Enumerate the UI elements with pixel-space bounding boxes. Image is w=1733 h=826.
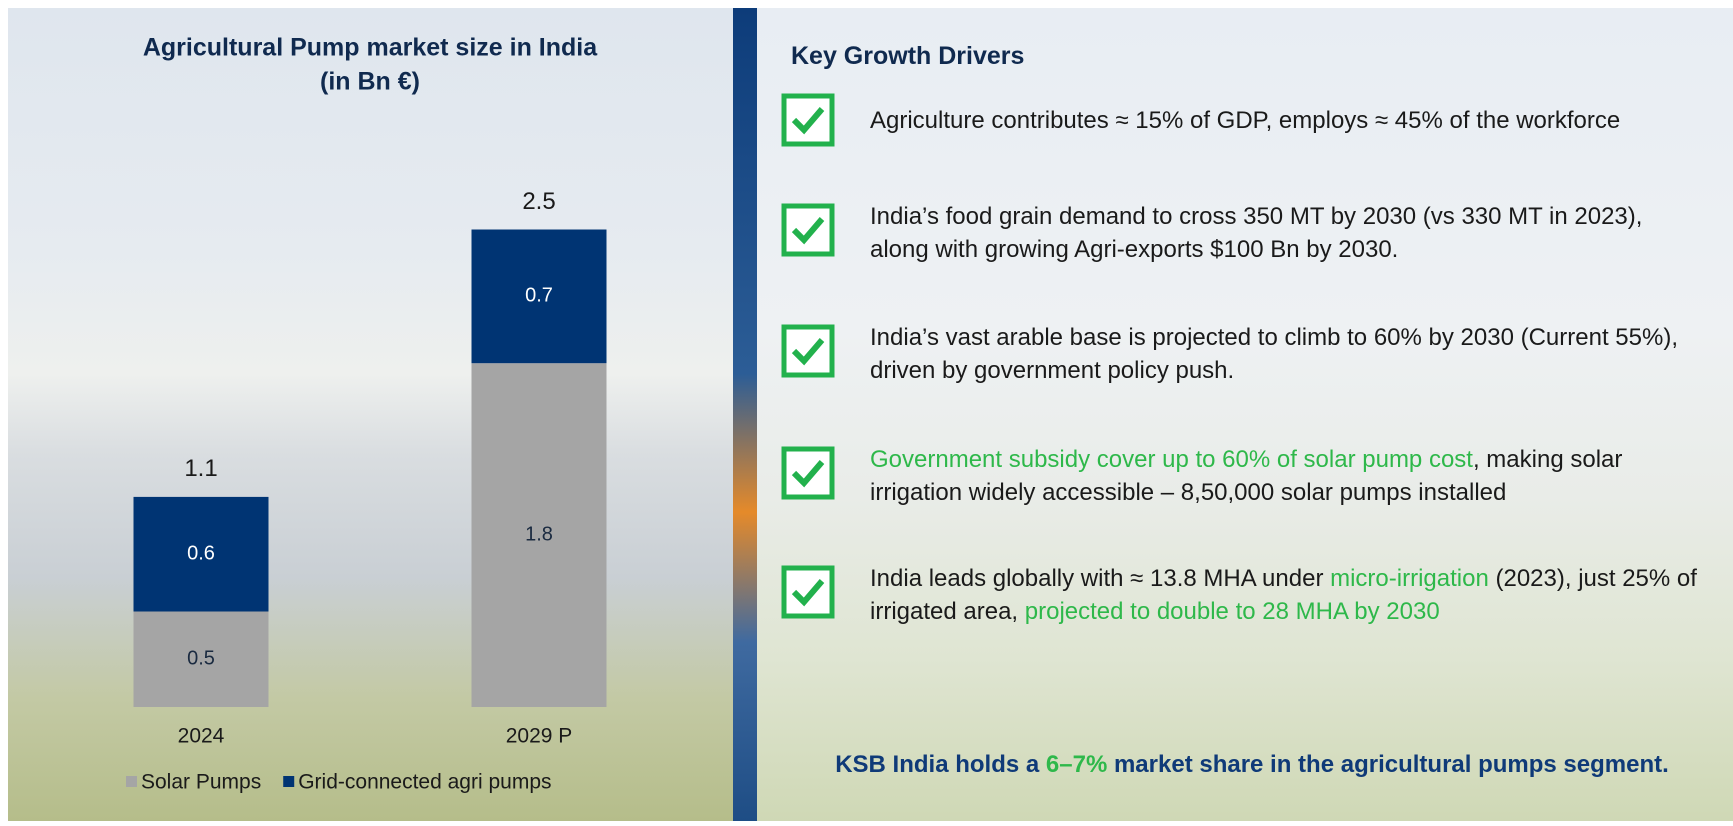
drivers-panel: Key Growth Drivers Agriculture contribut… [757,8,1733,821]
separator [733,8,757,821]
driver-text: India’s vast arable base is projected to… [870,321,1700,387]
check-icon [781,324,835,378]
chart-subtitle: (in Bn €) [320,68,420,96]
chart-title: Agricultural Pump market size in India [143,34,598,62]
driver-text: India leads globally with ≈ 13.8 MHA und… [870,562,1700,628]
check-icon [781,446,835,500]
check-icon [781,565,835,619]
total-label: 2.5 [522,188,555,215]
text-part: India’s vast arable base is projected to… [870,324,1678,384]
driver-text: Agriculture contributes ≈ 15% of GDP, em… [870,104,1700,137]
value-label: 1.8 [525,523,553,545]
x-tick-label: 2024 [178,725,225,748]
chart: Agricultural Pump market size in India (… [8,8,733,821]
driver-text: India’s food grain demand to cross 350 M… [870,200,1700,266]
driver-text: Government subsidy cover up to 60% of so… [870,443,1700,509]
legend-swatch [126,776,137,787]
total-label: 1.1 [184,455,217,482]
check-icon [781,93,835,147]
value-label: 0.6 [187,542,215,564]
text-part: market share in the agricultural pumps s… [1107,751,1669,778]
highlight-text: 6–7% [1046,751,1107,778]
text-part: India leads globally with ≈ 13.8 MHA und… [870,565,1330,592]
legend-swatch [283,776,294,787]
text-part: India’s food grain demand to cross 350 M… [870,203,1642,263]
legend-label: Solar Pumps [141,771,261,794]
highlight-text: micro-irrigation [1330,565,1489,592]
value-label: 0.5 [187,648,215,670]
statement: KSB India holds a 6–7% market share in t… [817,748,1687,781]
page: Agricultural Pump market size in India (… [0,0,1733,821]
value-label: 0.7 [525,285,553,307]
chart-panel: Agricultural Pump market size in India (… [8,8,733,821]
x-tick-label: 2029 P [506,725,573,748]
text-part: Agriculture contributes ≈ 15% of GDP, em… [870,107,1620,134]
highlight-text: projected to double to 28 MHA by 2030 [1025,598,1440,625]
drivers-title: Key Growth Drivers [791,42,1024,71]
highlight-text: Government subsidy cover up to 60% of so… [870,446,1473,473]
text-part: KSB India holds a [835,751,1046,778]
check-icon [781,203,835,257]
legend-label: Grid-connected agri pumps [298,771,551,794]
